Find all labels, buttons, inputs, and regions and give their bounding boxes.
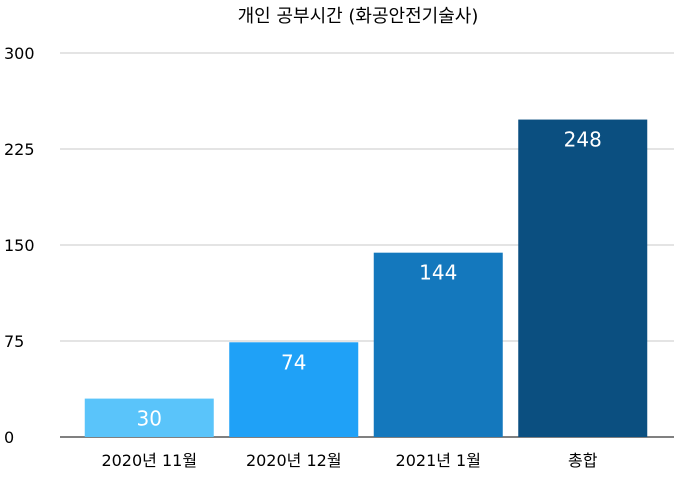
bar bbox=[84, 398, 214, 437]
y-tick-label: 225 bbox=[4, 140, 35, 159]
x-tick-label: 2020년 12월 bbox=[246, 451, 342, 470]
bar-value-label: 248 bbox=[564, 128, 602, 152]
y-tick-label: 300 bbox=[4, 44, 35, 63]
x-tick-label: 2021년 1월 bbox=[396, 451, 481, 470]
bars: 30 74 144 248 bbox=[84, 119, 648, 437]
y-axis-tick-labels: 0 75 150 225 300 bbox=[4, 44, 35, 447]
y-tick-label: 75 bbox=[4, 332, 24, 351]
x-tick-label: 총합 bbox=[568, 451, 598, 470]
bar bbox=[518, 119, 648, 437]
bar-value-label: 30 bbox=[137, 407, 162, 431]
y-tick-label: 150 bbox=[4, 236, 35, 255]
bar bbox=[229, 342, 359, 437]
x-tick-label: 2020년 11월 bbox=[101, 451, 197, 470]
bar-value-label: 74 bbox=[281, 350, 306, 374]
x-axis-tick-labels: 2020년 11월 2020년 12월 2021년 1월 총합 bbox=[101, 451, 597, 470]
bar bbox=[373, 252, 503, 437]
y-tick-label: 0 bbox=[4, 428, 14, 447]
bar-value-label: 144 bbox=[419, 261, 457, 285]
chart-title: 개인 공부시간 (화공안전기술사) bbox=[238, 6, 479, 27]
